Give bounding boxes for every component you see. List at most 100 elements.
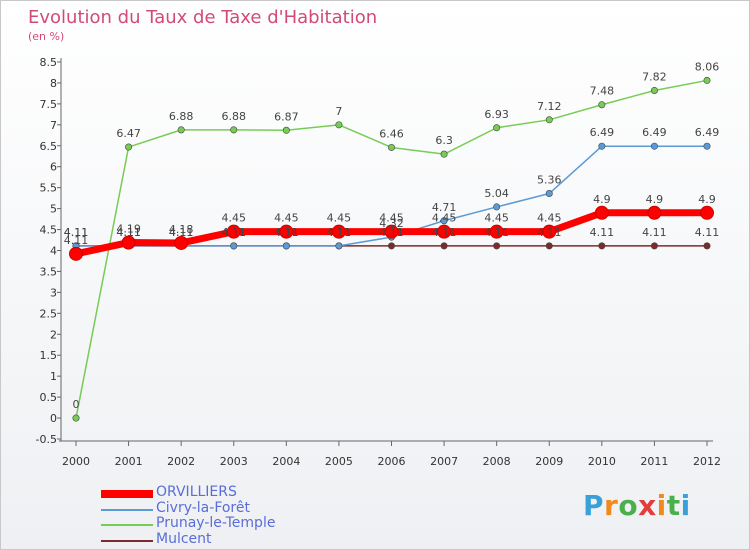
y-tick-label: 3.5 [40, 265, 58, 278]
data-point [545, 242, 553, 250]
data-point [650, 242, 658, 250]
data-label: 4.9 [646, 193, 664, 206]
data-point [440, 242, 448, 250]
y-tick-label: 0 [50, 412, 57, 425]
data-point [545, 190, 553, 198]
data-label: 6.49 [590, 126, 615, 139]
data-label: 7 [335, 105, 342, 118]
data-point [703, 142, 711, 150]
legend-swatch [101, 524, 153, 526]
data-point [437, 224, 452, 239]
data-label: 7.12 [537, 100, 562, 113]
y-tick-label: 1 [50, 370, 57, 383]
data-label: 4.11 [116, 226, 141, 239]
data-label: 4.11 [64, 226, 89, 239]
data-label: 7.82 [642, 70, 667, 83]
y-tick-label: 2 [50, 328, 57, 341]
data-point [545, 116, 553, 124]
x-tick-label: 2003 [220, 455, 248, 468]
data-label: 6.88 [169, 110, 194, 123]
data-label: 7.48 [590, 85, 615, 98]
y-tick-label: 3 [50, 286, 57, 299]
legend-label: Prunay-le-Temple [156, 515, 276, 531]
data-point [598, 242, 606, 250]
y-tick-label: 5 [50, 203, 57, 216]
x-tick-label: 2008 [483, 455, 511, 468]
logo-letter: i [680, 489, 691, 522]
y-tick-label: 2.5 [40, 307, 58, 320]
legend-label: ORVILLIERS [156, 484, 237, 500]
data-label: 4.11 [379, 226, 404, 239]
data-label: 4.45 [274, 212, 299, 225]
data-point [279, 224, 294, 239]
data-label: 4.11 [642, 226, 667, 239]
data-point [69, 246, 83, 261]
x-tick-label: 2002 [167, 455, 195, 468]
data-label: 4.45 [432, 212, 457, 225]
x-tick-label: 2007 [430, 455, 458, 468]
data-point [177, 126, 185, 134]
data-point [594, 205, 609, 220]
data-point [493, 124, 501, 132]
data-label: 4.71 [432, 201, 457, 214]
data-point [331, 224, 346, 239]
data-label: 4.11 [695, 226, 720, 239]
data-label: 5.04 [484, 187, 509, 200]
data-label: 6.3 [435, 134, 453, 147]
data-point [335, 121, 343, 129]
data-point [489, 224, 504, 239]
data-label: 4.11 [64, 234, 89, 247]
chart-title: Evolution du Taux de Taxe d'Habitation [28, 7, 378, 28]
data-label: 4.11 [274, 226, 299, 239]
data-point [282, 126, 290, 134]
data-point [440, 217, 448, 225]
data-label: 6.49 [695, 126, 720, 139]
data-point [387, 143, 395, 151]
data-point [703, 76, 711, 84]
data-point [650, 86, 658, 94]
data-label: 4.9 [698, 193, 716, 206]
data-label: 6.46 [379, 127, 404, 140]
x-tick-label: 2009 [535, 455, 563, 468]
x-tick-label: 2012 [693, 455, 721, 468]
data-point [335, 242, 343, 250]
data-label: 8.06 [695, 60, 720, 73]
data-label: 4.45 [379, 212, 404, 225]
data-point [387, 242, 395, 250]
x-tick-label: 2005 [325, 455, 353, 468]
data-label: 4.11 [116, 226, 141, 239]
data-label: 4.45 [537, 212, 562, 225]
y-tick-label: 6 [50, 161, 57, 174]
y-tick-label: 7.5 [40, 98, 58, 111]
x-tick-label: 2004 [272, 455, 300, 468]
data-point [230, 126, 238, 134]
data-point [121, 235, 136, 250]
data-point [440, 150, 448, 158]
data-label: 4.11 [484, 226, 509, 239]
data-label: 4.11 [274, 226, 299, 239]
chart-subtitle: (en %) [28, 30, 65, 43]
data-label: 4.45 [222, 212, 247, 225]
data-label: 4.11 [169, 226, 194, 239]
data-label: 6.87 [274, 110, 299, 123]
data-point [598, 142, 606, 150]
x-tick-label: 2006 [378, 455, 406, 468]
logo-letter: r [604, 489, 619, 522]
data-point [647, 205, 662, 220]
data-label: 4.11 [537, 226, 562, 239]
data-label: 0 [73, 398, 80, 411]
data-label: 4.11 [64, 226, 89, 239]
y-tick-label: -0.5 [36, 433, 57, 446]
legend-swatch [101, 539, 153, 542]
data-label: 4.11 [222, 226, 247, 239]
legend-swatch [101, 508, 153, 511]
y-tick-label: 0.5 [40, 391, 58, 404]
legend-label: Civry-la-Forêt [156, 499, 250, 516]
logo-letter: t [666, 489, 681, 522]
x-tick-label: 2010 [588, 455, 616, 468]
y-tick-label: 8.5 [40, 56, 58, 69]
y-tick-label: 4.5 [40, 224, 58, 237]
proxiti-logo: Proxiti [583, 489, 691, 522]
data-label: 4.9 [593, 193, 611, 206]
